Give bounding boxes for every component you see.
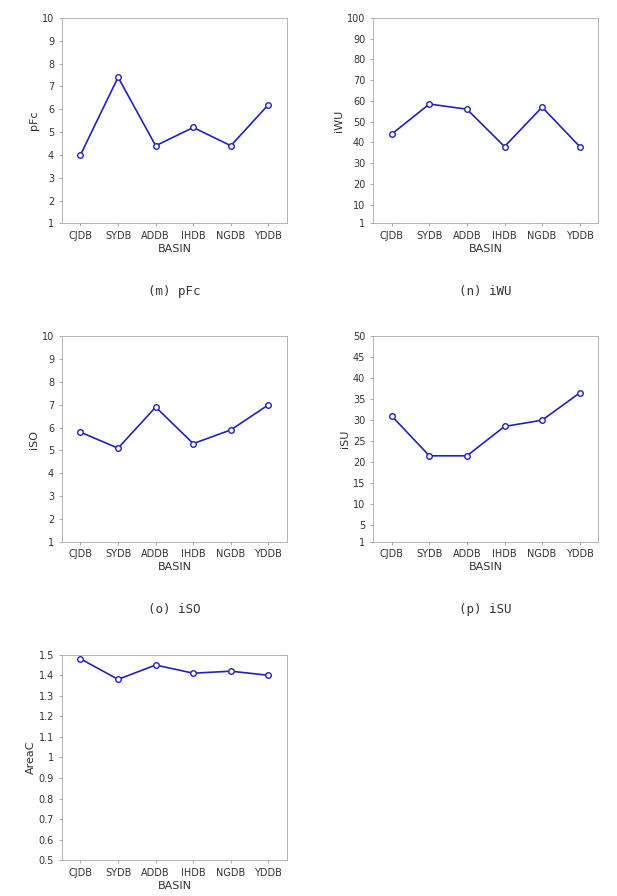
Y-axis label: iSU: iSU bbox=[340, 430, 350, 448]
X-axis label: BASIN: BASIN bbox=[469, 562, 503, 573]
X-axis label: BASIN: BASIN bbox=[157, 244, 191, 254]
X-axis label: BASIN: BASIN bbox=[157, 562, 191, 573]
Y-axis label: iWU: iWU bbox=[334, 109, 344, 132]
X-axis label: BASIN: BASIN bbox=[157, 881, 191, 891]
Text: (p) iSU: (p) iSU bbox=[460, 603, 512, 616]
Y-axis label: iSO: iSO bbox=[29, 429, 39, 449]
X-axis label: BASIN: BASIN bbox=[469, 244, 503, 254]
Text: (o) iSO: (o) iSO bbox=[148, 603, 201, 616]
Text: (m) pFc: (m) pFc bbox=[148, 285, 201, 298]
Text: (n) iWU: (n) iWU bbox=[460, 285, 512, 298]
Y-axis label: AreaC: AreaC bbox=[26, 741, 36, 774]
Y-axis label: pFc: pFc bbox=[29, 111, 39, 131]
